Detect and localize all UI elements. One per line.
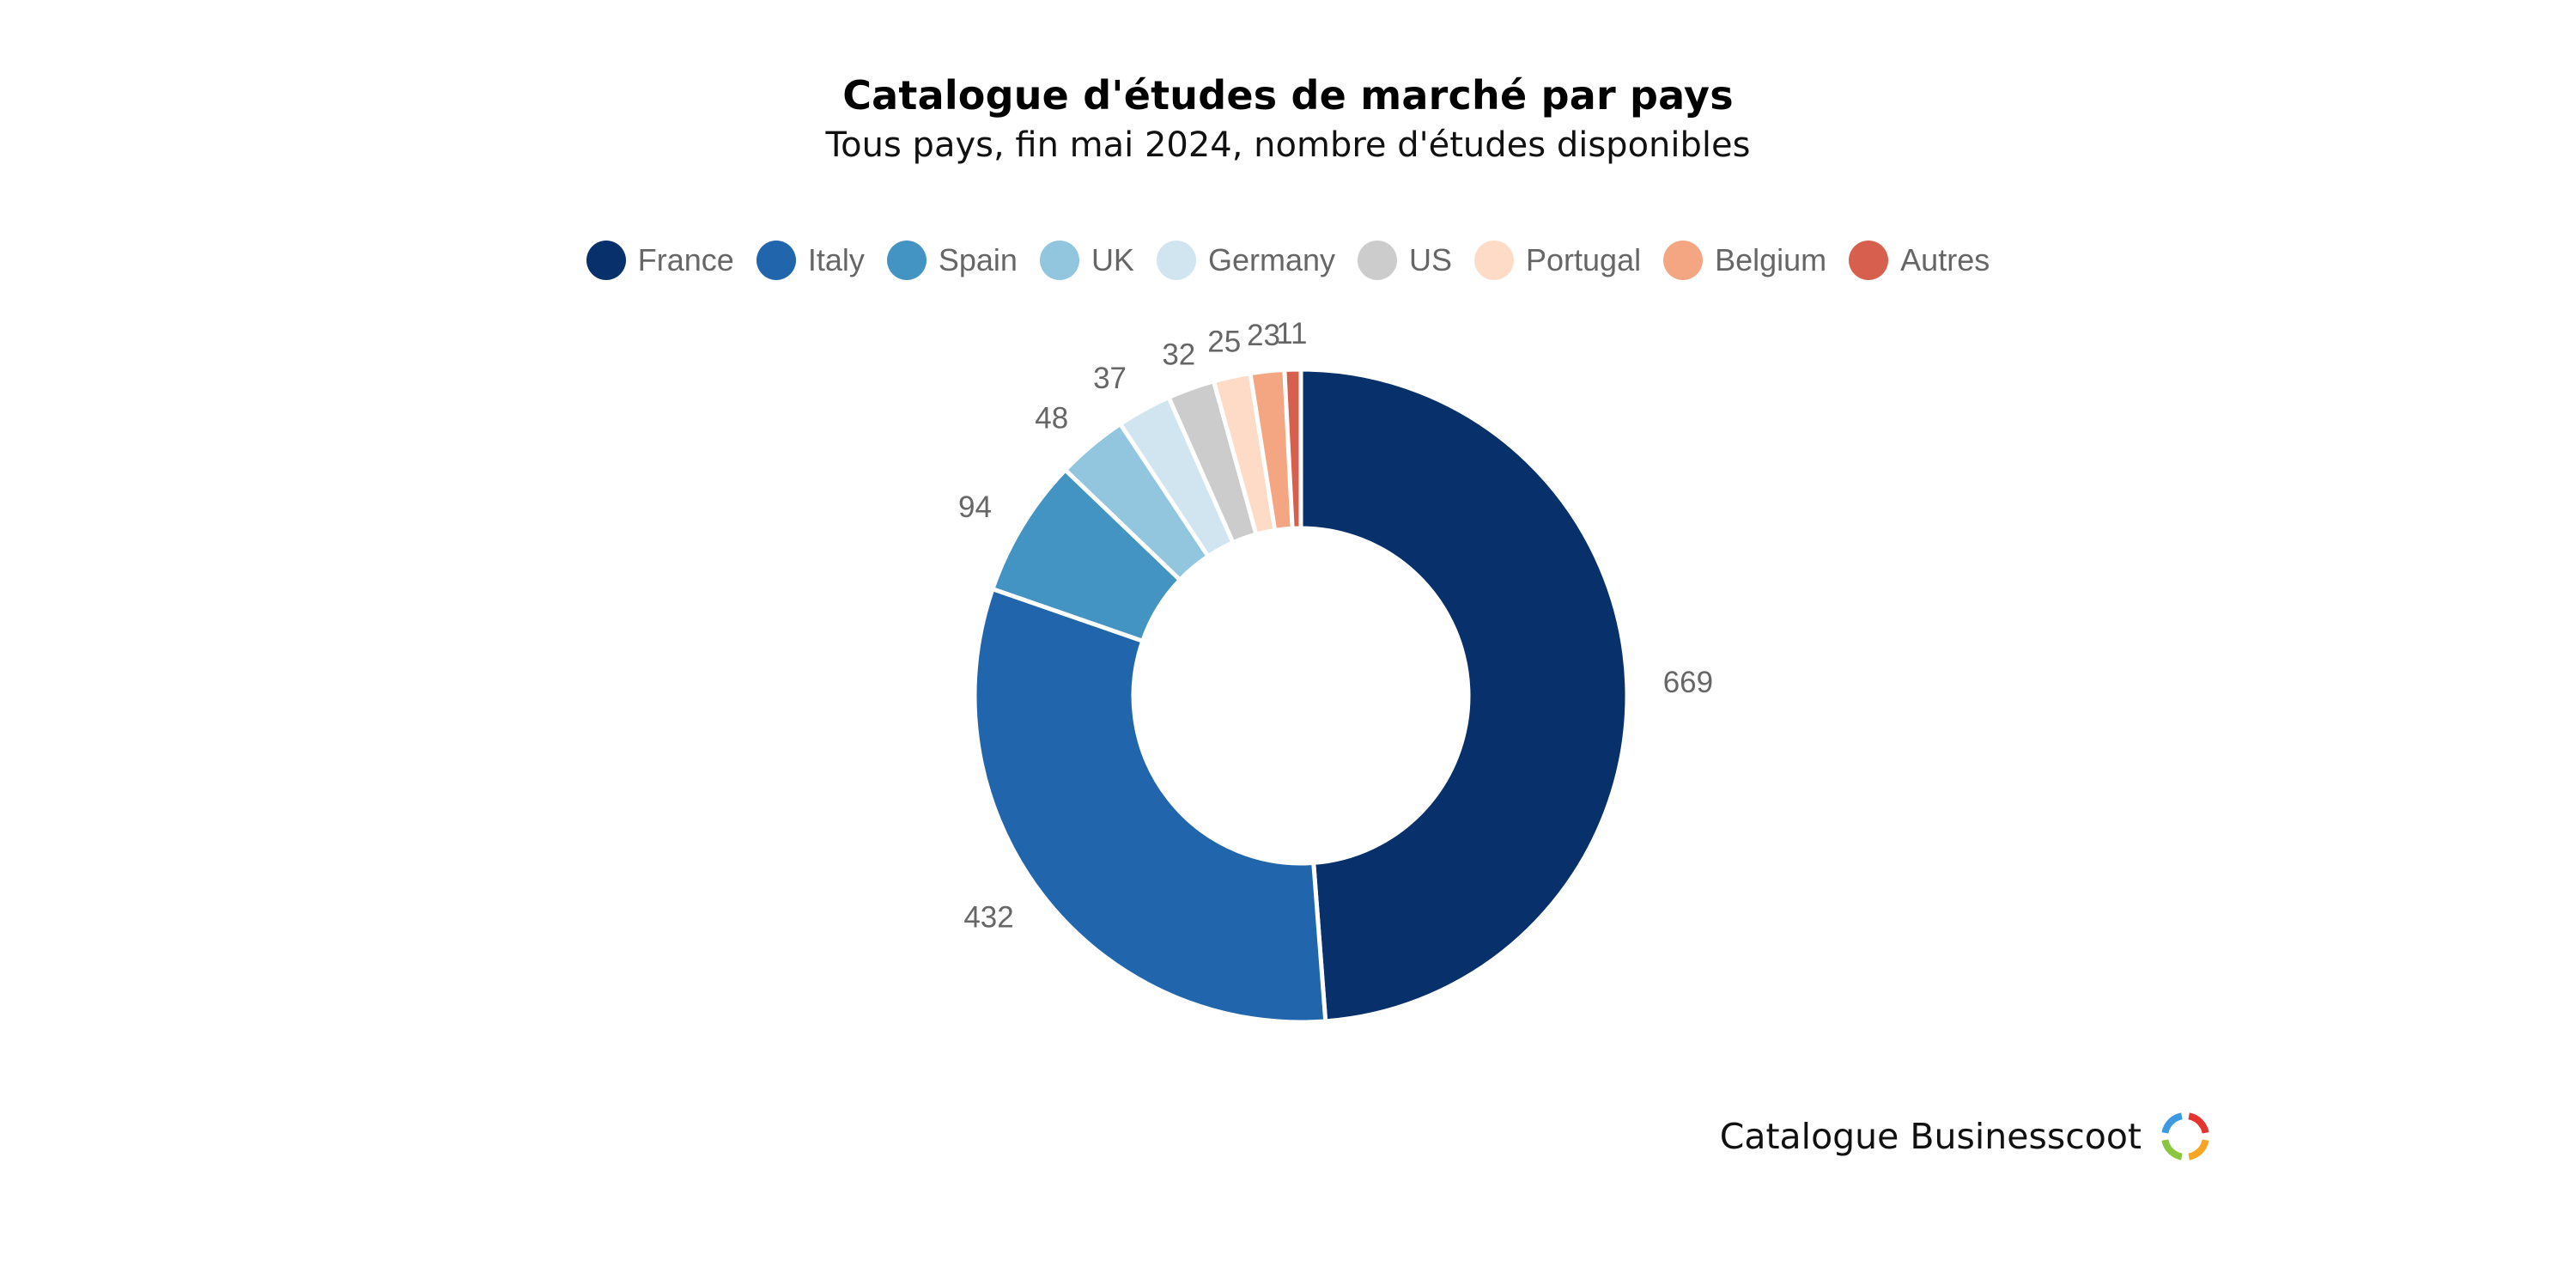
data-label: 94	[958, 490, 992, 524]
brand-text: Catalogue Businesscoot	[1719, 1116, 2142, 1157]
legend-item[interactable]: Italy	[756, 241, 865, 280]
data-label: 48	[1035, 401, 1068, 435]
donut-slice[interactable]	[1298, 367, 1630, 1024]
legend-item[interactable]: US	[1358, 241, 1452, 280]
logo-arc	[2188, 1139, 2209, 1160]
legend-swatch	[886, 241, 927, 280]
data-label: 32	[1162, 338, 1195, 372]
legend-label: Autres	[1900, 242, 1990, 277]
data-label: 23	[1247, 319, 1280, 352]
legend-item[interactable]: Belgium	[1663, 241, 1826, 280]
data-label: 25	[1207, 326, 1241, 359]
legend-swatch	[1474, 241, 1515, 280]
legend-item[interactable]: Autres	[1849, 241, 1990, 280]
legend-item[interactable]: UK	[1039, 241, 1134, 280]
chart-subtitle: Tous pays, fin mai 2024, nombre d'études…	[825, 125, 1751, 165]
legend-swatch	[586, 241, 626, 280]
legend-item[interactable]: Spain	[886, 241, 1018, 280]
data-label: 11	[1276, 317, 1307, 350]
legend-item[interactable]: France	[586, 241, 734, 280]
legend-swatch	[756, 241, 796, 280]
legend-swatch	[1358, 241, 1397, 280]
legend-label: Spain	[938, 242, 1018, 277]
legend-swatch	[1849, 241, 1889, 280]
branding: Catalogue Businesscoot	[1720, 1108, 2214, 1165]
legend-label: Italy	[807, 242, 865, 277]
legend-swatch	[1156, 241, 1196, 280]
legend-swatch	[1663, 241, 1704, 280]
legend-label: France	[637, 242, 734, 277]
legend-label: Portugal	[1526, 242, 1642, 277]
data-label: 669	[1663, 666, 1713, 699]
legend-label: UK	[1091, 242, 1134, 277]
donut-slice[interactable]	[972, 586, 1328, 1025]
data-label: 432	[963, 901, 1013, 935]
chart-legend: France Italy Spain UK Germany US Portugal Belgi…	[0, 241, 2576, 280]
chart-title: Catalogue d'études de marché par pays	[842, 72, 1734, 119]
legend-label: US	[1409, 242, 1453, 277]
legend-swatch	[1039, 241, 1079, 280]
legend-item[interactable]: Portugal	[1474, 241, 1641, 280]
data-label: 37	[1093, 362, 1127, 395]
legend-item[interactable]: Germany	[1156, 241, 1335, 280]
legend-label: Belgium	[1715, 242, 1827, 277]
logo-arc	[2188, 1112, 2209, 1134]
logo-arc	[2161, 1139, 2183, 1160]
businesscoot-logo-icon	[2161, 1112, 2209, 1160]
logo-arc	[2161, 1112, 2183, 1134]
legend-label: Germany	[1207, 242, 1335, 277]
donut-slice[interactable]	[1282, 367, 1303, 531]
